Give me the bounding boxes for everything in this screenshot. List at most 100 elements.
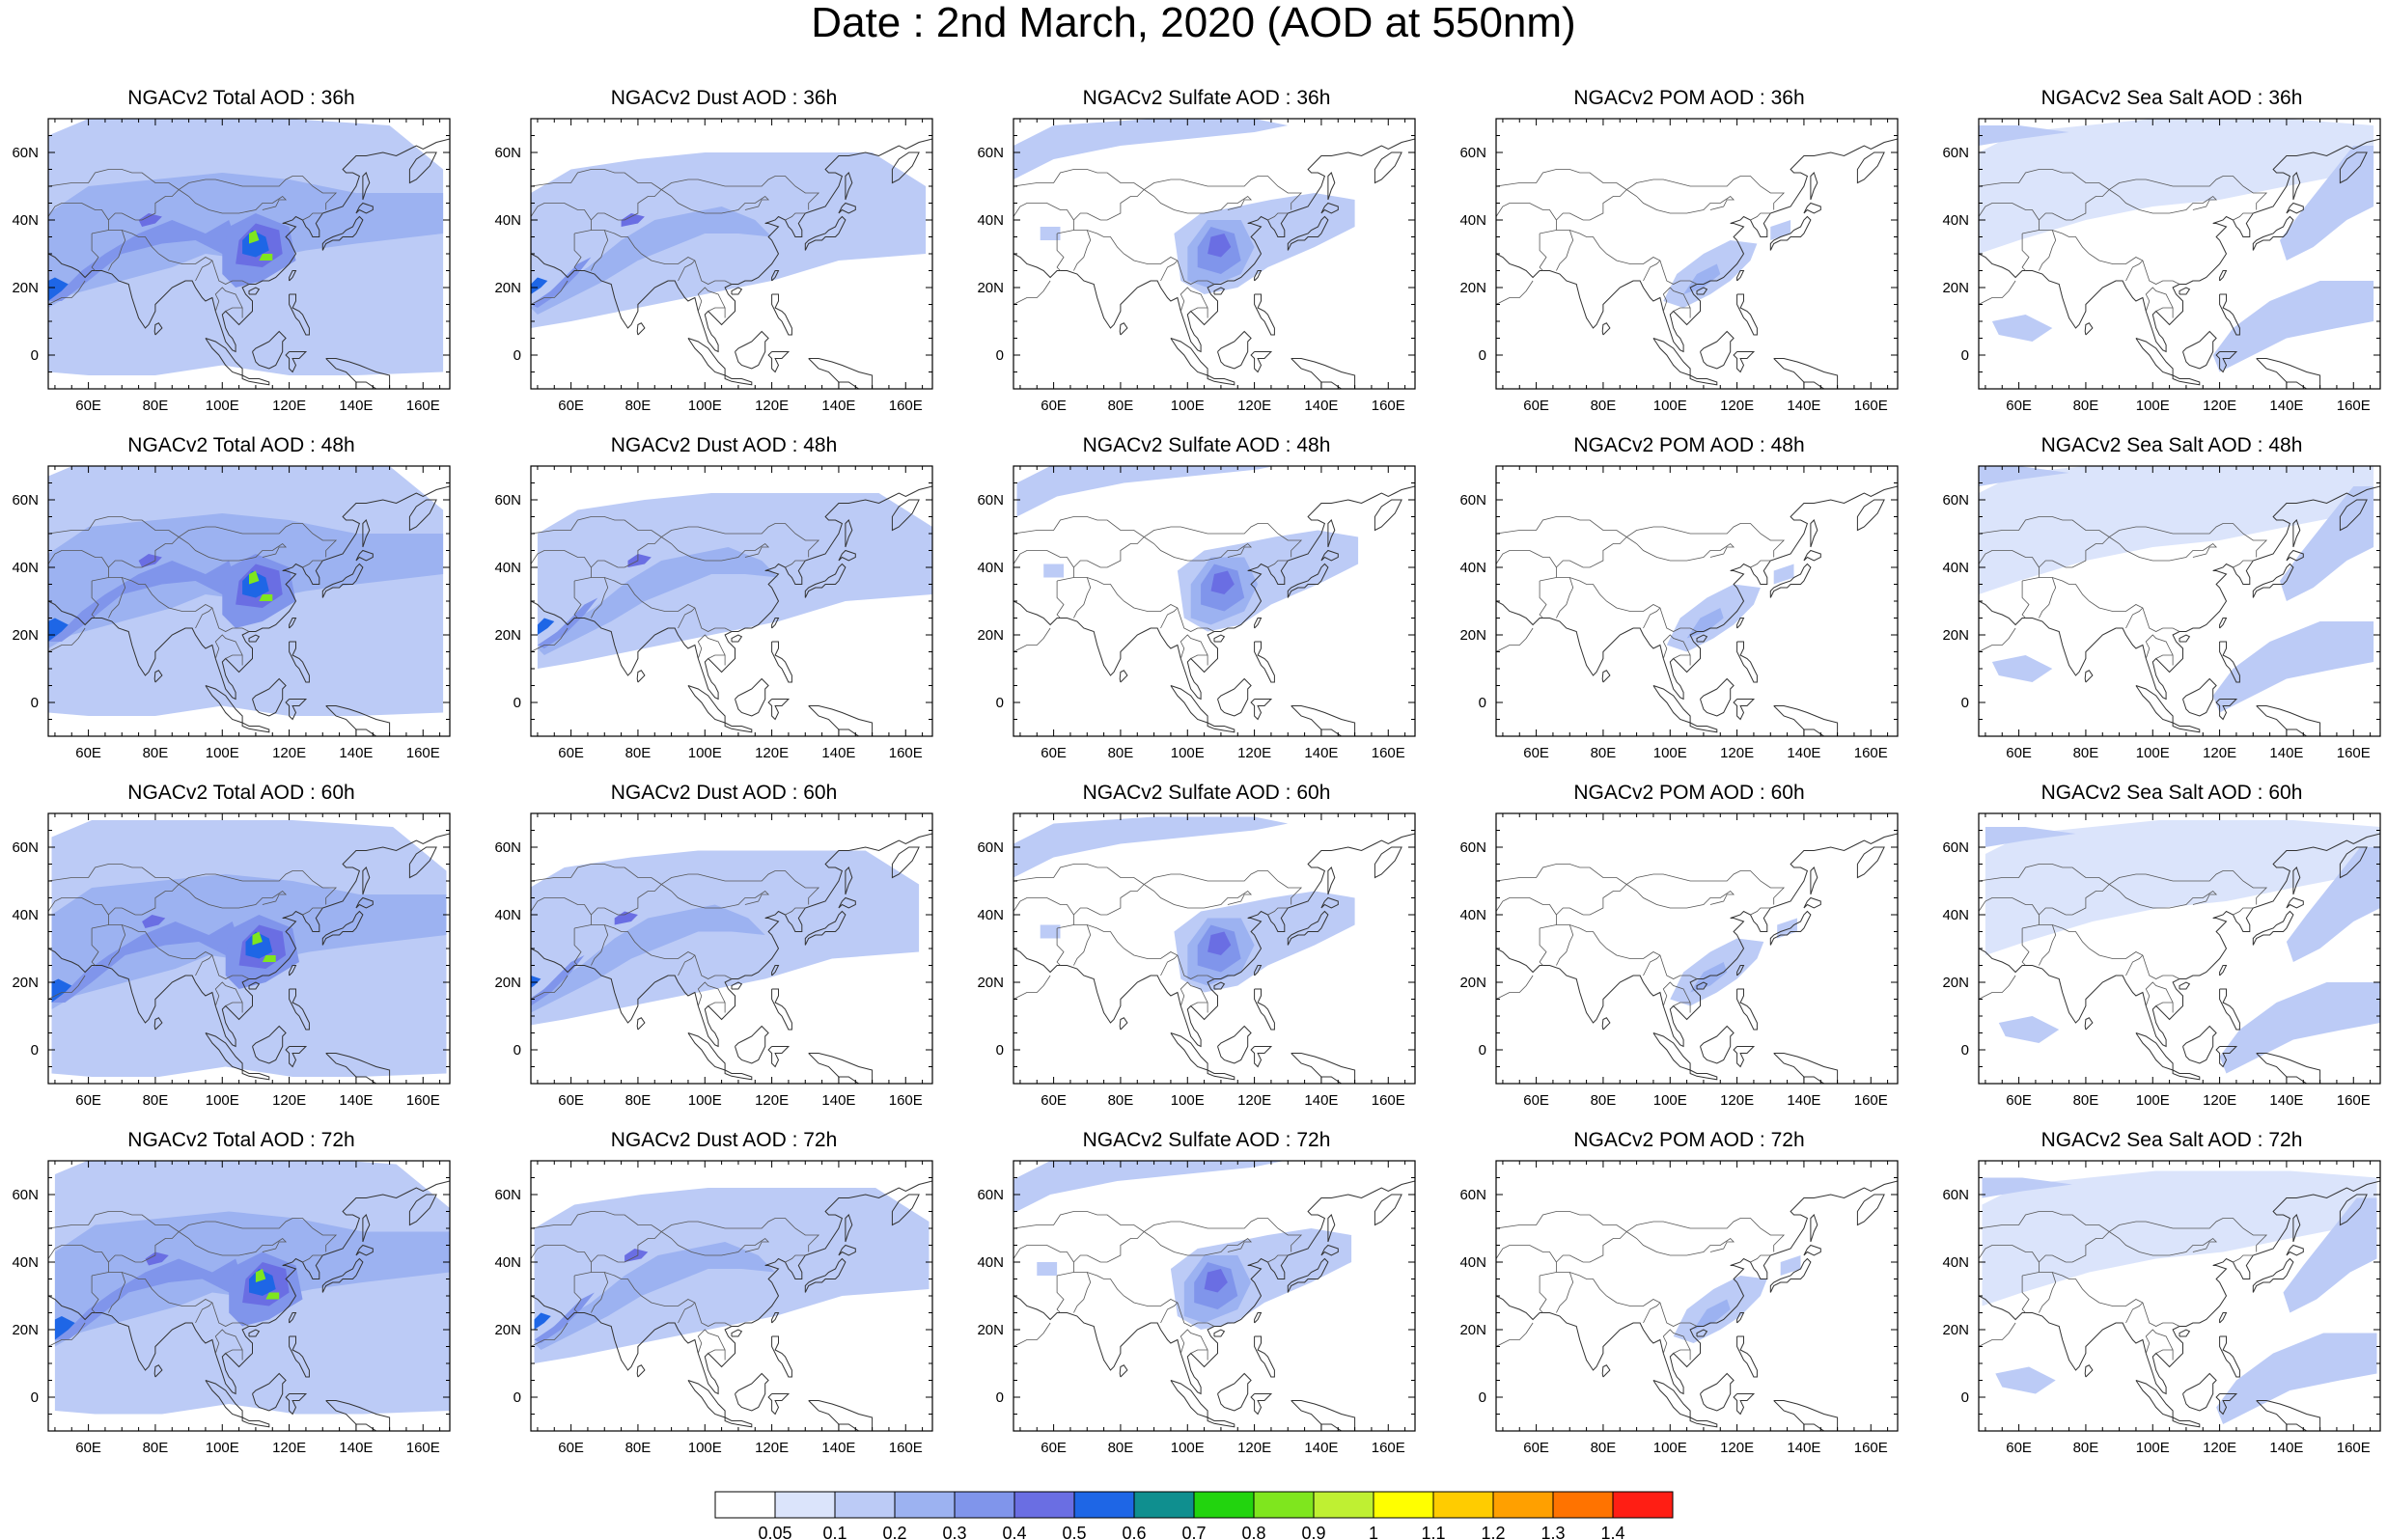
panel-title: NGACv2 POM AOD : 36h <box>1573 87 1805 109</box>
map-panel-dust-72h: NGACv2 Dust AOD : 72h 60E 80E 100E 120E 140E 1… <box>483 1129 965 1476</box>
y-tick-label: 60N <box>1459 492 1486 509</box>
y-tick-label: 40N <box>494 1254 521 1271</box>
y-tick-label: 20N <box>1459 1322 1486 1338</box>
aod-contour-0 <box>531 850 920 1026</box>
coastlines <box>1013 138 1415 389</box>
y-tick-label: 40N <box>12 560 39 576</box>
panel-title: NGACv2 POM AOD : 60h <box>1573 782 1805 804</box>
coastlines <box>1496 138 1898 389</box>
coastlines <box>531 833 932 1084</box>
aod-contour-4 <box>1210 570 1235 594</box>
y-tick-label: 60N <box>977 839 1004 856</box>
aod-contour-9 <box>138 554 162 567</box>
y-tick-label: 0 <box>1961 347 1969 364</box>
x-tick-label: 160E <box>406 1440 440 1456</box>
aod-contour-4 <box>537 618 555 635</box>
x-tick-label: 60E <box>1041 398 1067 414</box>
panel-title: NGACv2 Sea Salt AOD : 60h <box>2040 782 2303 804</box>
y-tick-label: 20N <box>1459 280 1486 296</box>
x-tick-label: 140E <box>339 398 373 414</box>
aod-contour-6 <box>249 570 260 585</box>
x-tick-label: 140E <box>1304 1440 1338 1456</box>
y-tick-label: 0 <box>996 1042 1004 1059</box>
figure-title: Date : 2nd March, 2020 (AOD at 550nm) <box>811 0 1576 46</box>
x-tick-label: 60E <box>2006 745 2032 761</box>
x-tick-label: 80E <box>1591 1440 1617 1456</box>
x-tick-label: 60E <box>75 745 101 761</box>
y-tick-label: 60N <box>1942 1187 1969 1203</box>
map-plot: 60E 80E 100E 120E 140E 160E 0 20N 40N 60N <box>494 1160 933 1456</box>
coastlines <box>531 485 932 736</box>
aod-contour-1 <box>2219 982 2380 1074</box>
x-tick-label: 120E <box>755 398 789 414</box>
x-tick-label: 80E <box>143 1092 169 1109</box>
map-panel-total-72h: NGACv2 Total AOD : 72h 60E 80E 100E 120E 140E… <box>0 1129 483 1476</box>
y-tick-label: 20N <box>977 627 1004 644</box>
map-plot: 60E 80E 100E 120E 140E 160E 0 20N 40N 60N <box>1942 812 2381 1109</box>
y-tick-label: 40N <box>977 1254 1004 1271</box>
aod-field <box>1496 813 1898 1084</box>
y-tick-label: 60N <box>1942 839 1969 856</box>
x-tick-label: 140E <box>2269 1440 2303 1456</box>
y-tick-label: 0 <box>513 347 521 364</box>
x-tick-label: 80E <box>143 398 169 414</box>
aod-contour-3 <box>621 213 645 227</box>
aod-field <box>48 1161 450 1431</box>
aod-contour-2 <box>48 220 243 301</box>
map-plot: 60E 80E 100E 120E 140E 160E 0 20N 40N 60N <box>1459 465 1899 761</box>
aod-contour-1 <box>2212 281 2374 372</box>
coastlines <box>48 138 450 389</box>
y-tick-label: 20N <box>12 627 39 644</box>
x-tick-label: 160E <box>1854 1092 1888 1109</box>
aod-contour-3 <box>1979 125 2069 146</box>
aod-contour-1 <box>531 904 765 1013</box>
y-tick-label: 0 <box>31 347 39 364</box>
x-tick-label: 80E <box>143 745 169 761</box>
aod-field <box>1496 466 1898 736</box>
y-tick-label: 40N <box>977 907 1004 923</box>
map-plot: 60E 80E 100E 120E 140E 160E 0 20N 40N 60N <box>977 812 1416 1109</box>
x-tick-label: 120E <box>2203 745 2236 761</box>
x-tick-label: 60E <box>558 745 584 761</box>
aod-contour-4 <box>1991 315 2053 342</box>
y-tick-label: 40N <box>1942 560 1969 576</box>
x-tick-label: 120E <box>1720 1440 1754 1456</box>
x-tick-label: 120E <box>272 398 306 414</box>
coastlines <box>1979 138 2380 389</box>
aod-contour-7 <box>259 594 273 601</box>
x-tick-label: 60E <box>1041 745 1067 761</box>
aod-contour-1 <box>1693 1299 1731 1330</box>
aod-contour-7 <box>262 955 276 962</box>
panel-title: NGACv2 Sea Salt AOD : 48h <box>2040 434 2303 456</box>
aod-contour-7 <box>259 254 273 261</box>
x-tick-label: 140E <box>1304 398 1338 414</box>
aod-field <box>1013 119 1415 389</box>
map-panel-dust-60h: NGACv2 Dust AOD : 60h 60E 80E 100E 120E 140E 1… <box>483 782 965 1129</box>
x-tick-label: 120E <box>272 1092 306 1109</box>
coastlines <box>1979 485 2380 736</box>
x-tick-label: 100E <box>1171 1440 1205 1456</box>
x-tick-label: 120E <box>1237 1440 1271 1456</box>
aod-contour-0 <box>1013 1161 1285 1214</box>
y-tick-label: 60N <box>12 145 39 161</box>
aod-field <box>48 119 450 389</box>
map-panel-seasalt-72h: NGACv2 Sea Salt AOD : 72h 60E 80E 100E 120E 1… <box>1930 1129 2387 1476</box>
map-plot: 60E 80E 100E 120E 140E 160E 0 20N 40N 60N <box>1942 465 2381 761</box>
x-tick-label: 120E <box>755 1092 789 1109</box>
x-tick-label: 80E <box>625 745 652 761</box>
x-tick-label: 80E <box>1108 745 1134 761</box>
x-tick-label: 80E <box>2073 398 2099 414</box>
map-plot: 60E 80E 100E 120E 140E 160E 0 20N 40N 60N <box>1942 1160 2381 1456</box>
x-tick-label: 120E <box>1720 745 1754 761</box>
x-tick-label: 140E <box>1304 745 1338 761</box>
y-tick-label: 60N <box>977 145 1004 161</box>
x-tick-label: 100E <box>1653 1092 1687 1109</box>
aod-contour-5 <box>1040 227 1061 240</box>
map-panel-sulfate-72h: NGACv2 Sulfate AOD : 72h 60E 80E 100E 120E 14… <box>965 1129 1448 1476</box>
map-panel-sulfate-48h: NGACv2 Sulfate AOD : 48h 60E 80E 100E 120E 14… <box>965 434 1448 782</box>
x-tick-label: 140E <box>2269 745 2303 761</box>
aod-contour-7 <box>265 1292 280 1300</box>
aod-field <box>1013 466 1415 736</box>
x-tick-label: 60E <box>1523 398 1549 414</box>
y-tick-label: 0 <box>1479 1389 1486 1406</box>
